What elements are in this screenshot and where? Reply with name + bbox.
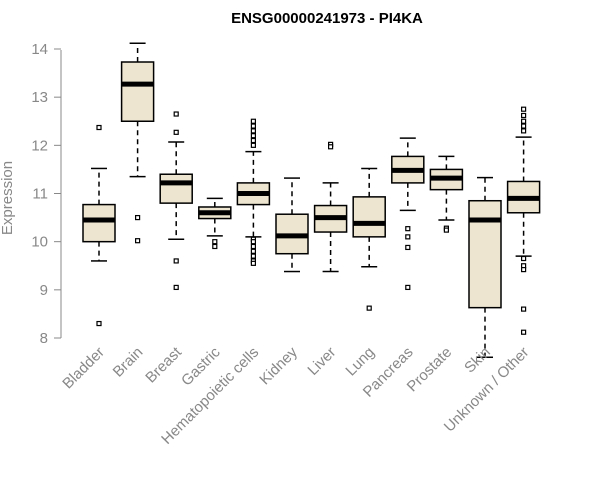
category-label: Brain [110,344,147,381]
outlier-point [212,243,218,250]
outlier-point [250,123,256,129]
box-iqr [82,203,116,243]
box-10 [468,176,502,359]
y-axis-label: Expression [0,161,16,235]
box-iqr [468,199,502,309]
outlier-point [405,234,411,240]
outlier-point [405,244,411,251]
y-tick-label: 10 [31,234,48,251]
box-iqr [159,173,193,204]
outlier-point [328,144,334,150]
outlier-point [250,253,256,259]
outlier-point [443,227,449,233]
y-tick-label: 8 [40,330,48,347]
box-3 [198,197,232,250]
outlier-point [520,112,527,119]
outlier-point [520,255,527,262]
outlier-point [250,142,256,148]
box-11 [506,106,541,335]
outlier-point [520,329,527,335]
outlier-point [520,123,527,129]
category-label: Breast [142,343,185,386]
outlier-point [250,260,256,266]
outlier-point [520,118,527,124]
box-0 [82,124,116,327]
box-5 [275,177,309,273]
outlier-point [405,284,411,291]
box-7 [352,167,386,311]
chart-title: ENSG00000241973 - PI4KA [231,10,423,27]
y-tick-label: 11 [32,186,48,203]
box-4 [236,118,271,266]
outlier-point [250,243,256,250]
category-label: Liver [304,344,339,379]
box-iqr [352,196,386,238]
category-label: Bladder [59,344,108,393]
outlier-point [250,248,256,254]
outlier-point [250,128,256,134]
box-1 [120,42,155,244]
outlier-point [520,267,527,273]
boxes-group [82,42,541,359]
outlier-point [173,111,179,117]
box-9 [429,155,464,233]
outlier-point [520,106,527,112]
y-tick-label: 9 [40,282,48,299]
outlier-point [520,306,527,312]
outlier-point [135,214,141,221]
box-iqr [120,61,155,122]
outlier-point [173,129,179,135]
box-2 [159,111,193,291]
category-label: Lung [342,344,378,380]
y-tick-label: 14 [31,41,48,58]
outlier-point [250,239,256,245]
outlier-point [173,284,179,291]
outlier-point [212,239,218,245]
box-8 [391,137,425,291]
outlier-point [173,258,179,264]
outlier-point [135,238,141,244]
outlier-point [405,226,411,232]
y-tick-label: 12 [31,137,48,154]
outlier-point [96,124,102,131]
outlier-point [96,320,102,327]
outlier-point [366,305,372,311]
outlier-point [250,118,256,124]
box-6 [313,141,348,273]
category-label: Skin [461,344,494,377]
category-label: Kidney [256,343,301,388]
y-tick-label: 13 [31,89,48,106]
outlier-point [250,133,256,139]
y-ticks: 8 9 10 11 12 13 14 [31,41,61,347]
outlier-point [250,137,256,144]
outlier-point [520,128,527,134]
